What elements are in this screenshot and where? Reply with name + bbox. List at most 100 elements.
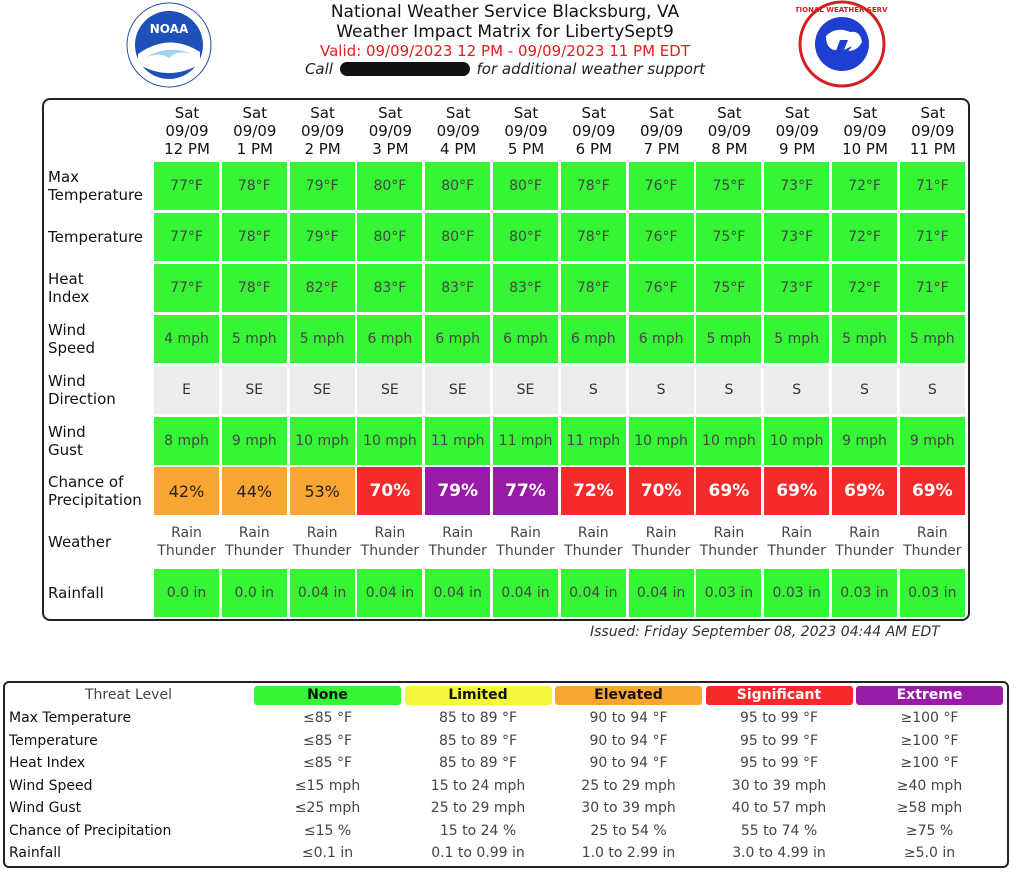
matrix-cell: Rain Thunder [221,518,287,567]
row-label-line: Gust [48,440,83,459]
matrix-cell: S [832,365,897,414]
legend-threshold: ≤15 % [303,822,352,839]
matrix-cell: 0.04 in [357,569,423,618]
row-label: Rainfall [48,569,154,617]
matrix-cell: E [154,365,219,414]
matrix-title: Weather Impact Matrix for LibertySept9 [336,22,674,42]
weather-text: Rain [577,525,609,542]
matrix-cell: 77°F [154,263,219,312]
legend-threshold: 30 to 39 mph [731,777,827,794]
legend-threshold: 85 to 89 °F [438,710,518,726]
row-label-line: Temperature [48,227,144,246]
legend-threshold: ≤25 mph [294,800,361,816]
matrix-cell: 80°F [357,162,423,210]
time-header-hour: 3 PM [372,140,409,158]
matrix-cell: 76°F [628,162,694,210]
matrix-cell: 83°F [425,263,491,312]
weather-text: Thunder [157,543,216,560]
matrix-cell: Rain Thunder [425,518,491,567]
threat-level-badge: Elevated [555,686,702,705]
time-header-day: Sat [581,104,607,122]
matrix-cell: 75°F [696,162,762,210]
matrix-cell: 5 mph [221,314,287,363]
matrix-cell: S [696,365,762,414]
page-header: NOAA National Weather Service Blacksburg… [0,0,1024,90]
weather-text: Rain [171,525,202,542]
weather-text: Rain [713,525,745,542]
matrix-cell: 69% [899,467,965,516]
time-header: Sat 09/09 7 PM [629,104,695,158]
row-label: Wind Speed [48,315,154,363]
matrix-cell: 9 mph [899,416,965,465]
time-header: Sat 09/09 12 PM [154,104,220,158]
matrix-cell: S [628,365,694,414]
matrix-cell: 77°F [154,162,219,210]
time-header-date: 09/09 [639,122,684,140]
matrix-cell: 83°F [357,263,423,312]
legend-threshold: 85 to 89 °F [438,732,518,749]
matrix-cell: 76°F [628,212,694,261]
time-header: Sat 09/09 5 PM [493,104,559,158]
matrix-cell: 44% [221,467,287,516]
row-label: Heat Index [48,264,154,312]
time-header: Sat 09/09 3 PM [357,104,423,158]
time-header-hour: 2 PM [304,140,341,158]
row-label-line: Direction [48,389,116,408]
weather-text: Rain [645,525,677,542]
matrix-cell: 79°F [289,162,355,210]
matrix-cell: 71°F [899,162,965,210]
matrix-cell: Rain Thunder [764,518,830,567]
matrix-cell: 53% [289,467,355,516]
legend-row-label: Temperature [9,732,98,749]
legend-row-label: Wind Gust [9,800,82,816]
noaa-logo: NOAA [126,2,212,88]
matrix-cell: 0.0 in [154,569,219,618]
time-header-hour: 1 PM [236,140,273,158]
row-label-line: Temperature [48,186,144,204]
weather-text: Thunder [835,543,894,560]
svg-text:NATIONAL WEATHER SERVICE: NATIONAL WEATHER SERVICE [796,6,888,14]
matrix-cell: 10 mph [357,416,423,465]
legend-threshold: ≥100 °F [900,732,959,749]
matrix-cell: 70% [357,467,423,516]
row-label-line: Wind [48,371,86,390]
time-header-day: Sat [649,104,674,122]
legend-row-label: Wind Speed [9,777,93,794]
threat-level-badge: Extreme [856,686,1003,705]
legend-threshold: 55 to 74 % [740,822,818,839]
time-header: Sat 09/09 1 PM [222,104,288,158]
threat-level-badge: Limited [404,686,552,705]
matrix-cell: 0.0 in [221,569,287,618]
matrix-cell: 6 mph [628,314,694,363]
time-header-hour: 12 PM [164,140,210,158]
legend-threshold: ≥58 mph [896,800,963,816]
time-header-hour: 8 PM [711,140,748,158]
title-block: National Weather Service Blacksburg, VA … [250,2,760,78]
matrix-cell: S [560,365,626,414]
row-label-line: Precipitation [48,491,142,510]
matrix-cell: 79% [425,467,491,516]
time-header-date: 09/09 [843,122,887,140]
weather-text: Rain [916,525,948,542]
weather-text: Thunder [225,543,284,560]
legend-threshold: 90 to 94 °F [589,710,668,726]
row-label-line: Heat [48,269,84,288]
time-header: Sat 09/09 2 PM [290,104,356,158]
time-header-hour: 9 PM [779,140,816,158]
matrix-cell: 77% [493,467,558,516]
legend-row-label: Heat Index [9,755,86,771]
matrix-cell: 10 mph [289,416,355,465]
impact-matrix: Sat 09/09 12 PM Sat 09/09 1 PM Sat 09/09 2 PM Sat… [42,98,970,621]
matrix-cell: S [899,365,965,414]
threat-level-badge: None [254,686,401,705]
matrix-cell: 0.03 in [899,569,965,618]
matrix-cell: Rain Thunder [628,518,694,567]
weather-text: Rain [781,525,813,542]
call-prefix: Call [304,60,333,78]
time-header-day: Sat [920,104,946,122]
weather-text: Thunder [496,543,555,560]
matrix-cell: Rain Thunder [899,518,965,567]
call-suffix: for additional weather support [476,60,706,78]
weather-text: Thunder [699,543,759,560]
time-header-date: 09/09 [911,122,955,140]
